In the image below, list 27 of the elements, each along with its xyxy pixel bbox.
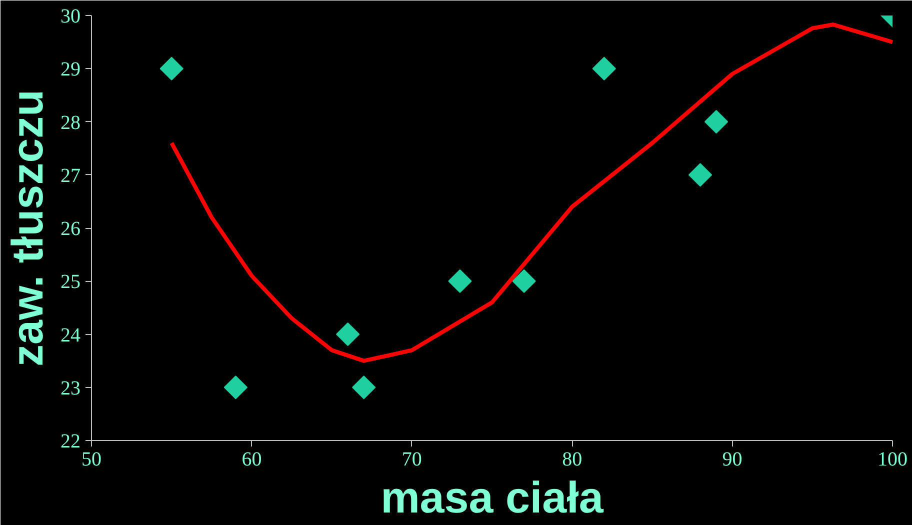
line-series <box>170 22 892 363</box>
y-tick-label: 27 <box>60 164 80 187</box>
x-tick-label: 50 <box>82 448 102 470</box>
point <box>224 376 248 400</box>
point <box>592 56 616 80</box>
point <box>448 269 472 293</box>
y-tick-label: 23 <box>60 377 80 400</box>
point <box>352 376 376 400</box>
y-tick-label: 30 <box>60 6 80 28</box>
x-tick-label: 70 <box>402 448 422 470</box>
y-axis-title: zaw. tłuszczu <box>4 89 52 367</box>
point <box>688 163 712 187</box>
x-tick-label: 60 <box>242 448 262 470</box>
x-axis-title: masa ciała <box>380 474 604 522</box>
point <box>704 110 728 134</box>
x-tick-label: 100 <box>878 448 908 470</box>
y-tick-label: 25 <box>60 271 80 294</box>
y-tick-label: 22 <box>60 430 80 452</box>
point <box>160 56 184 80</box>
x-tick-label: 80 <box>562 448 582 470</box>
y-tick-label: 28 <box>60 112 80 134</box>
y-tick-label: 26 <box>60 218 80 240</box>
point <box>512 269 536 293</box>
y-tick-label: 24 <box>60 324 80 346</box>
point <box>336 322 360 346</box>
x-tick-label: 90 <box>722 448 742 470</box>
y-tick-label: 29 <box>60 58 80 81</box>
